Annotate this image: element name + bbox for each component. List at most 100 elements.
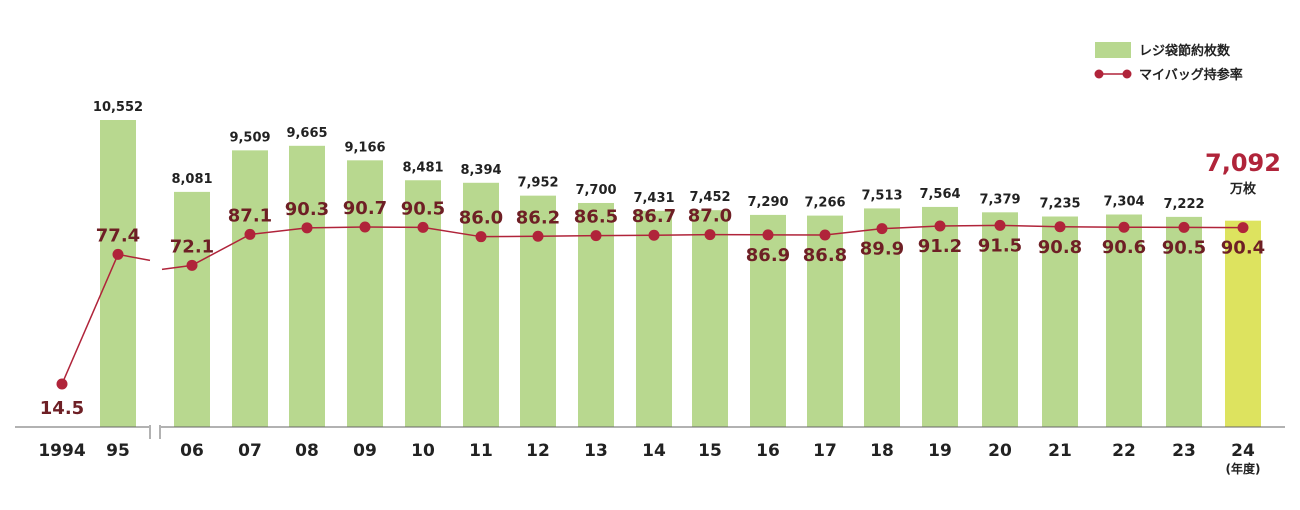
bar-14: [636, 210, 672, 427]
x-axis-unit: (年度): [1226, 461, 1261, 476]
x-tick-label: 22: [1112, 441, 1136, 461]
rate-point-22: [1118, 221, 1130, 233]
x-tick-label: 23: [1172, 441, 1196, 461]
rate-value-label: 90.5: [1162, 237, 1206, 258]
latest-unit: 万枚: [1229, 181, 1257, 197]
rate-value-label: 90.7: [343, 198, 387, 219]
legend-swatch-point: [1094, 69, 1104, 79]
rate-line-layer: [56, 219, 1249, 390]
rate-value-label: 90.3: [285, 199, 329, 220]
x-tick-label: 06: [180, 441, 204, 461]
legend-label-bars: レジ袋節約枚数: [1139, 43, 1231, 59]
x-axis: 1994 95 06 07 08 09 10 11 12 13 14 15 16 17 18 19 20 21 22…: [15, 424, 1285, 476]
bar-value-label: 7,564: [919, 187, 960, 202]
bar-value-label: 8,481: [402, 160, 443, 175]
rate-point-12: [532, 230, 544, 242]
x-tick-label: 20: [988, 441, 1012, 461]
bar-19: [922, 206, 958, 427]
rate-value-label: 86.9: [746, 245, 790, 266]
bar-value-label: 9,166: [344, 140, 385, 155]
bar-09: [347, 160, 383, 428]
x-tick-label: 13: [584, 441, 608, 461]
rate-point-1994: [56, 378, 68, 390]
rate-point-24: [1237, 222, 1249, 234]
rate-value-label: 72.1: [170, 236, 214, 257]
x-tick-label: 07: [238, 441, 262, 461]
bar-value-label: 7,235: [1039, 197, 1080, 212]
rate-value-label: 91.2: [918, 236, 962, 257]
x-tick-label: 21: [1048, 441, 1072, 461]
x-tick-label: 08: [295, 441, 319, 461]
rate-point-14: [648, 229, 660, 241]
rate-point-95: [112, 248, 124, 260]
bar-11: [463, 182, 499, 427]
bar-18: [864, 208, 900, 427]
bar-value-label: 7,290: [747, 195, 788, 210]
x-tick-label: 18: [870, 441, 894, 461]
bar-95: [100, 120, 136, 427]
legend-swatch-point: [1122, 69, 1132, 79]
legend-label-rate: マイバッグ持参率: [1139, 67, 1243, 83]
bar-value-label: 9,509: [229, 130, 270, 145]
rate-value-label: 86.7: [632, 206, 676, 227]
bar-23: [1166, 216, 1202, 427]
bar-10: [405, 180, 441, 427]
bar-22: [1106, 214, 1142, 427]
bar-21: [1042, 216, 1078, 427]
rate-point-11: [475, 231, 487, 243]
bar-value-label: 7,700: [575, 183, 616, 198]
rate-point-16: [762, 229, 774, 241]
rate-point-15: [704, 229, 716, 241]
bar-value-label: 7,431: [633, 191, 674, 206]
x-tick-label: 1994: [38, 441, 85, 461]
x-tick-label: 16: [756, 441, 780, 461]
rate-point-09: [359, 221, 371, 233]
rate-point-06: [186, 259, 198, 271]
rate-value-label: 86.5: [574, 207, 618, 228]
rate-value-label: 90.4: [1221, 238, 1265, 259]
bar-value-label: 7,452: [689, 190, 730, 205]
legend-swatch-bars: [1095, 42, 1131, 58]
rate-point-20: [994, 219, 1006, 231]
bar-20: [982, 212, 1018, 427]
rate-value-label: 90.5: [401, 198, 445, 219]
x-tick-label: 17: [813, 441, 837, 461]
rate-value-label: 87.0: [688, 206, 732, 227]
rate-point-21: [1054, 221, 1066, 233]
rate-value-label: 91.5: [978, 235, 1022, 256]
x-tick-label: 12: [526, 441, 550, 461]
rate-value-label: 90.8: [1038, 237, 1082, 258]
bar-value-label: 8,081: [171, 172, 212, 187]
bar-16: [750, 214, 786, 427]
bar-06: [174, 191, 210, 427]
bar-value-label: 7,266: [804, 196, 845, 211]
rate-value-label: 86.2: [516, 207, 560, 228]
bar-07: [232, 150, 268, 428]
bar-08: [289, 145, 325, 427]
rate-value-label: 14.5: [40, 398, 84, 419]
bar-value-label: 7,379: [979, 192, 1020, 207]
bar-12: [520, 195, 556, 427]
bars-layer: [100, 120, 1261, 428]
x-tick-label: 24: [1231, 441, 1255, 461]
axis-break-gap: [149, 424, 161, 438]
x-tick-label: 19: [928, 441, 952, 461]
bar-value-label: 7,952: [517, 176, 558, 191]
bar-value-label: 8,394: [460, 163, 501, 178]
rate-point-07: [244, 228, 256, 240]
rate-point-13: [590, 230, 602, 242]
x-tick-label: 10: [411, 441, 435, 461]
bar-15: [692, 210, 728, 427]
rate-value-label: 86.8: [803, 245, 847, 266]
rate-point-18: [876, 223, 888, 235]
x-tick-label: 09: [353, 441, 377, 461]
rate-point-10: [417, 221, 429, 233]
bar-value-label: 7,513: [861, 188, 902, 203]
rate-line-segment: [61, 254, 119, 385]
rate-point-17: [819, 229, 831, 241]
bar-value-label: 10,552: [93, 100, 143, 115]
rate-point-23: [1178, 221, 1190, 233]
